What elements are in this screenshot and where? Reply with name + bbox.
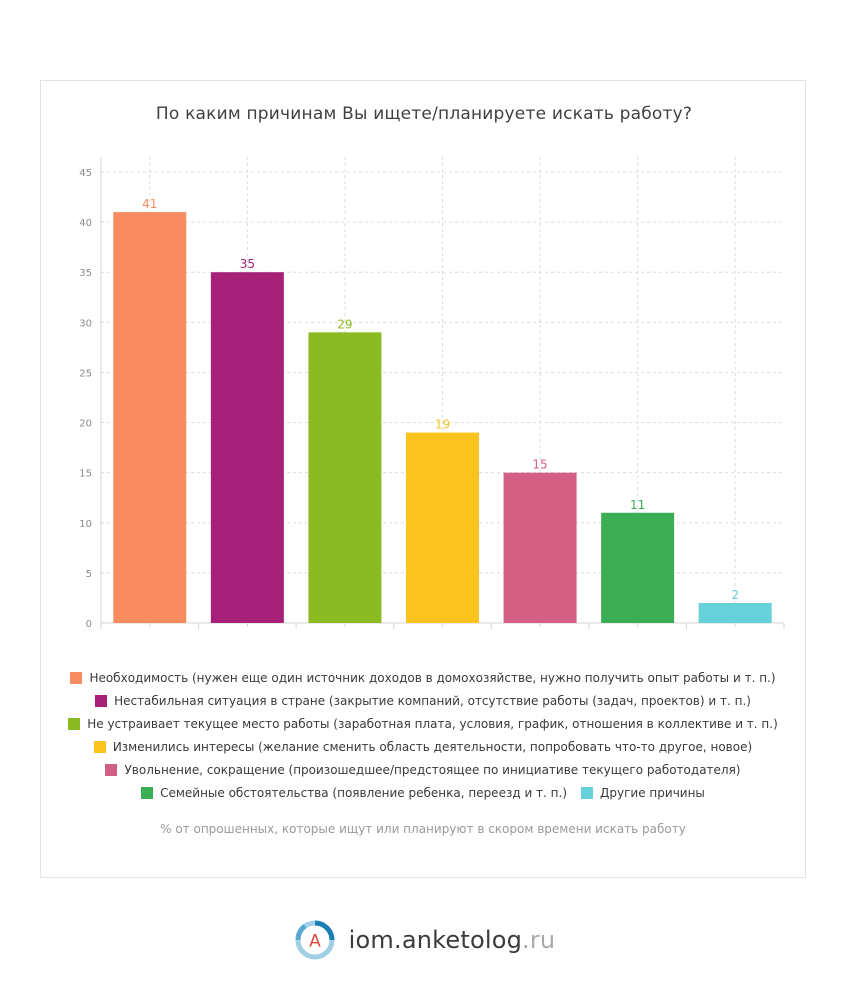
- legend-swatch: [95, 694, 108, 707]
- bar-7: [698, 602, 772, 623]
- bar-chart: 0 5 10 15 20 25 30 35 40 45 41 35 29 19 15 11 2: [79, 157, 785, 630]
- bar-4: [406, 432, 479, 623]
- data-label: 15: [532, 458, 547, 472]
- legend-label: Увольнение, сокращение (произошедшее/пре…: [124, 762, 741, 777]
- y-tick-label: 15: [79, 469, 92, 480]
- y-tick-label: 40: [79, 218, 92, 229]
- legend-item-5[interactable]: Увольнение, сокращение (произошедшее/пре…: [105, 762, 741, 777]
- y-tick-label: 10: [79, 519, 92, 530]
- legend-row: Необходимость (нужен еще один источник д…: [40, 666, 806, 689]
- legend-row: Изменились интересы (желание сменить обл…: [40, 735, 806, 758]
- y-tick-label: 5: [86, 569, 92, 580]
- data-label: 19: [435, 418, 450, 432]
- chart-legend: Необходимость (нужен еще один источник д…: [40, 666, 806, 804]
- legend-label: Семейные обстоятельства (появление ребен…: [160, 785, 568, 800]
- legend-swatch: [70, 671, 83, 684]
- y-tick-label: 0: [86, 619, 92, 630]
- bar-6: [601, 512, 675, 623]
- legend-item-4[interactable]: Изменились интересы (желание сменить обл…: [93, 739, 753, 754]
- legend-label: Нестабильная ситуация в стране (закрытие…: [114, 693, 751, 708]
- chart-footnote: % от опрошенных, которые ищут или планир…: [160, 822, 686, 836]
- data-label: 29: [337, 317, 352, 331]
- legend-swatch: [105, 763, 118, 776]
- y-tick-label: 25: [79, 368, 92, 379]
- legend-item-6[interactable]: Семейные обстоятельства (появление ребен…: [141, 786, 567, 800]
- legend-swatch: [68, 717, 81, 730]
- y-tick-label: 35: [79, 268, 92, 279]
- legend-swatch: [581, 786, 594, 799]
- legend-item-1[interactable]: Необходимость (нужен еще один источник д…: [70, 670, 776, 685]
- y-tick-label: 30: [79, 318, 92, 329]
- legend-row: Нестабильная ситуация в стране (закрытие…: [40, 689, 806, 712]
- legend-swatch: [141, 786, 154, 799]
- legend-label: Другие причины: [600, 785, 705, 800]
- bar-1: [113, 212, 187, 624]
- data-label: 11: [630, 498, 645, 512]
- legend-label: Изменились интересы (желание сменить обл…: [112, 739, 753, 754]
- bar-2: [210, 272, 284, 623]
- legend-row: Увольнение, сокращение (произошедшее/пре…: [40, 758, 806, 781]
- data-label: 41: [142, 197, 157, 211]
- legend-label: Не устраивает текущее место работы (зара…: [87, 716, 778, 731]
- anketolog-logo-icon: A: [295, 920, 335, 960]
- legend-swatch: [93, 740, 106, 753]
- bar-5: [503, 472, 577, 623]
- chart-title: По каким причинам Вы ищете/планируете ис…: [155, 104, 693, 124]
- brand-footer[interactable]: A iom.anketolog.ru: [0, 918, 848, 962]
- logo-letter: A: [309, 932, 321, 952]
- bar-3: [308, 332, 382, 623]
- legend-item-7[interactable]: Другие причины: [581, 786, 705, 800]
- legend-item-3[interactable]: Не устраивает текущее место работы (зара…: [68, 717, 778, 731]
- legend-row: Не устраивает текущее место работы (зара…: [40, 712, 806, 735]
- brand-name: iom.anketolog.ru: [348, 926, 556, 954]
- data-label: 35: [240, 257, 255, 271]
- legend-row: Семейные обстоятельства (появление ребен…: [40, 781, 806, 804]
- legend-item-2[interactable]: Нестабильная ситуация в стране (закрытие…: [95, 694, 751, 708]
- legend-label: Необходимость (нужен еще один источник д…: [89, 670, 776, 685]
- y-tick-label: 20: [79, 419, 92, 430]
- data-label: 2: [731, 588, 739, 602]
- y-tick-label: 45: [79, 168, 92, 179]
